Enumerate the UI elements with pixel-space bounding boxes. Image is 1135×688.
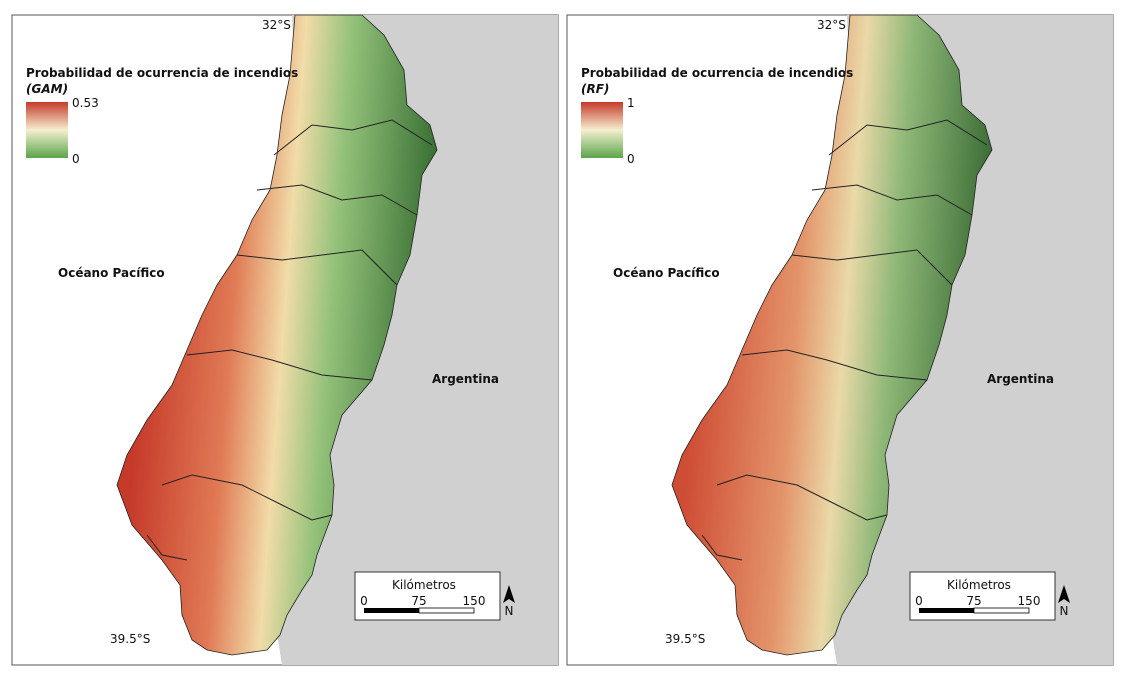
map-panel: 32°S 39.5°S Océano Pacífico Argentina Probab… (11, 14, 559, 666)
country-label: Argentina (432, 372, 499, 386)
legend-max: 1 (627, 96, 635, 110)
legend-title: Probabilidad de ocurrencia de incendios (581, 66, 853, 80)
scale-tick-label: 0 (915, 594, 923, 608)
map-panel: 32°S 39.5°S Océano Pacífico Argentina Probab… (566, 14, 1114, 666)
scale-title: Kilómetros (947, 578, 1011, 592)
scale-title: Kilómetros (392, 578, 456, 592)
region-border (256, 184, 418, 216)
region-border (273, 119, 433, 156)
scale-tick-label: 75 (411, 594, 426, 608)
legend-model: (GAM) (26, 82, 68, 96)
region-border (828, 119, 988, 156)
legend-title: Probabilidad de ocurrencia de incendios (26, 66, 298, 80)
latitude-top: 32°S (262, 18, 291, 32)
legend-max: 0.53 (72, 96, 99, 110)
region-border (146, 534, 188, 561)
ocean-label: Océano Pacífico (613, 266, 720, 280)
legend-ramp (26, 102, 68, 158)
region-border (236, 249, 398, 286)
scale-tick-label: 0 (360, 594, 368, 608)
region-border (186, 349, 373, 381)
latitude-top: 32°S (817, 18, 846, 32)
region-border (161, 474, 333, 521)
region-border (811, 184, 973, 216)
country-label: Argentina (987, 372, 1054, 386)
ocean-label: Océano Pacífico (58, 266, 165, 280)
latitude-bottom: 39.5°S (110, 632, 150, 646)
latitude-bottom: 39.5°S (665, 632, 705, 646)
north-label: N (505, 604, 514, 618)
scale-bar-black (919, 608, 974, 613)
north-arrow (503, 585, 515, 603)
region-border (791, 249, 953, 286)
chile-land (671, 14, 993, 656)
scale-tick-label: 150 (463, 594, 486, 608)
legend-min: 0 (627, 152, 635, 166)
region-border (701, 534, 743, 561)
legend-model: (RF) (581, 82, 609, 96)
scale-tick-label: 150 (1018, 594, 1041, 608)
legend-min: 0 (72, 152, 80, 166)
region-border (741, 349, 928, 381)
legend-ramp (581, 102, 623, 158)
north-arrow (1058, 585, 1070, 603)
region-border (716, 474, 888, 521)
north-label: N (1060, 604, 1069, 618)
chile-land (116, 14, 438, 656)
scale-tick-label: 75 (966, 594, 981, 608)
scale-bar-white (973, 607, 1030, 614)
scale-bar-white (418, 607, 475, 614)
scale-bar-black (364, 608, 419, 613)
